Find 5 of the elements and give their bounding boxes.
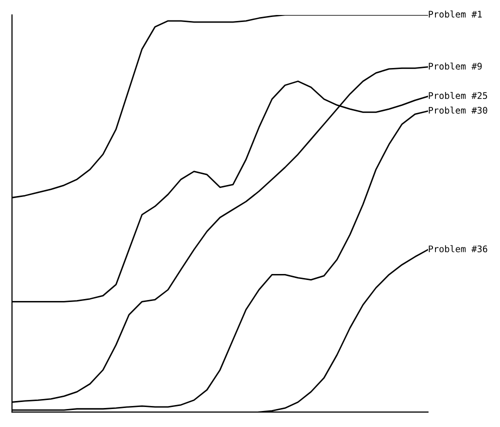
series-label: Problem #1 [428,10,482,18]
series-label: Problem #30 [428,106,488,114]
series-label: Problem #9 [428,62,482,70]
series-label: Problem #36 [428,245,488,252]
series-label: Problem #25 [428,92,488,99]
